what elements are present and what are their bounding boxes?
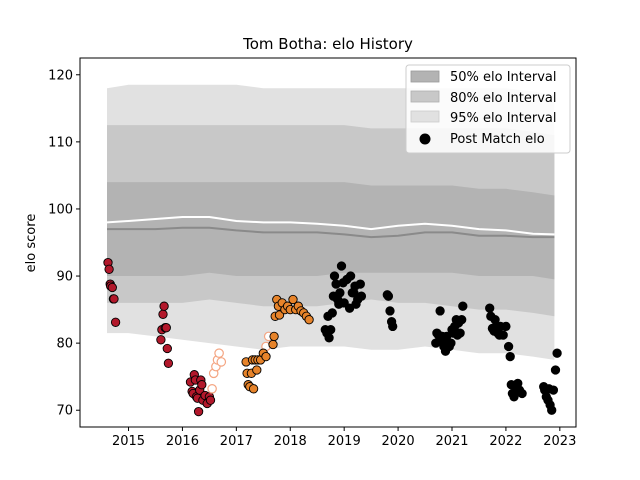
match-point (261, 351, 271, 362)
legend-swatch-50 (410, 70, 440, 83)
y-tick-label: 90 (56, 270, 73, 285)
legend-swatch-80 (410, 90, 440, 103)
x-tick-label: 2020 (382, 434, 415, 449)
legend: 50% elo Interval 80% elo Interval 95% el… (405, 64, 571, 154)
match-point (335, 288, 345, 298)
match-point (505, 351, 515, 362)
y-tick-label: 80 (56, 337, 73, 352)
match-point (458, 301, 468, 311)
match-point (326, 325, 336, 335)
match-point (550, 365, 561, 375)
match-point (336, 261, 347, 271)
mean-line (106, 216, 555, 236)
match-point (355, 279, 365, 289)
match-point (435, 306, 445, 316)
x-tick-label: 2018 (274, 434, 307, 449)
match-point (158, 309, 168, 319)
match-point (547, 405, 557, 415)
median-line (107, 226, 555, 239)
match-point (329, 271, 340, 281)
legend-label-post-match: Post Match elo (450, 132, 545, 147)
match-point (109, 294, 119, 304)
match-point (163, 358, 174, 368)
match-point (446, 338, 456, 348)
match-point (216, 357, 227, 367)
y-axis: 70 80 90 100 110 120 (48, 68, 80, 419)
y-tick-label: 70 (56, 404, 73, 419)
match-point (327, 308, 337, 318)
match-point (274, 310, 285, 320)
legend-label-95: 95% elo Interval (450, 111, 557, 126)
match-point (268, 339, 278, 350)
match-point (197, 380, 207, 390)
match-point (193, 406, 204, 417)
match-point (501, 321, 511, 332)
match-point (156, 335, 166, 345)
match-point (498, 330, 508, 340)
match-point (552, 348, 562, 358)
match-point (324, 333, 334, 343)
match-points (103, 257, 562, 417)
y-tick-label: 120 (48, 68, 73, 83)
legend-marker-post-match (419, 133, 431, 145)
match-point (205, 395, 216, 405)
match-point (485, 303, 495, 313)
plot-frame (79, 57, 577, 428)
x-tick-label: 2022 (489, 434, 522, 449)
match-point (207, 383, 217, 394)
y-axis-label: elo score (24, 214, 39, 273)
match-point (503, 341, 514, 352)
match-point (455, 328, 465, 338)
match-point (252, 365, 262, 375)
chart-title: Tom Botha: elo History (242, 35, 413, 53)
x-tick-label: 2016 (166, 434, 199, 449)
center-lines (106, 216, 555, 239)
plot-area (79, 57, 577, 428)
legend-label-50: 50% elo Interval (450, 70, 557, 85)
match-point (248, 384, 259, 394)
interval-bands (107, 84, 555, 360)
match-point (345, 271, 356, 281)
match-point (385, 306, 395, 316)
match-point (517, 388, 527, 399)
match-point (304, 315, 314, 325)
match-point (159, 301, 169, 311)
match-point (509, 392, 519, 402)
match-point (104, 264, 114, 274)
match-point (356, 291, 367, 301)
match-point (388, 321, 398, 332)
x-tick-label: 2019 (328, 434, 361, 449)
match-point (162, 343, 172, 354)
band-50 (107, 182, 555, 280)
y-tick-label: 110 (48, 135, 73, 150)
match-point (548, 385, 559, 395)
x-tick-label: 2021 (435, 434, 468, 449)
match-point (457, 315, 467, 325)
match-point (288, 294, 298, 305)
x-tick-label: 2017 (220, 434, 253, 449)
x-tick-label: 2015 (112, 434, 145, 449)
legend-frame (405, 64, 571, 154)
y-tick-label: 100 (48, 202, 73, 217)
x-tick-label: 2023 (543, 434, 576, 449)
match-point (110, 317, 121, 327)
x-axis: 2015 2016 2017 2018 2019 2020 2021 2022 2023 (112, 427, 576, 449)
match-point (269, 331, 279, 342)
legend-label-80: 80% elo Interval (450, 91, 557, 106)
match-point (161, 323, 171, 333)
match-point (107, 282, 117, 293)
match-point (214, 348, 224, 358)
match-point (383, 291, 394, 301)
legend-swatch-95 (410, 110, 440, 123)
